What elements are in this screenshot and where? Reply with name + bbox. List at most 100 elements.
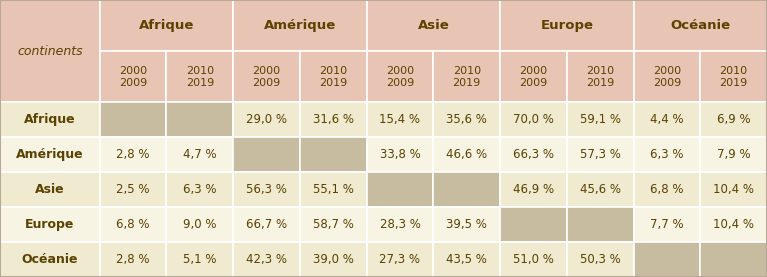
Text: Europe: Europe <box>25 218 74 231</box>
Bar <box>166 102 233 137</box>
Text: 2000
2009: 2000 2009 <box>119 66 147 88</box>
Bar <box>634 0 767 51</box>
Text: 6,3 %: 6,3 % <box>183 183 216 196</box>
Text: 66,7 %: 66,7 % <box>246 218 287 231</box>
Bar <box>100 102 166 137</box>
Bar <box>500 207 567 242</box>
Bar <box>567 172 634 207</box>
Bar <box>567 207 634 242</box>
Bar <box>100 0 233 51</box>
Text: 46,6 %: 46,6 % <box>446 148 487 161</box>
Bar <box>500 172 567 207</box>
Text: Amérique: Amérique <box>16 148 84 161</box>
Text: 7,7 %: 7,7 % <box>650 218 683 231</box>
Bar <box>500 137 567 172</box>
Bar <box>433 137 500 172</box>
Text: 2010
2019: 2010 2019 <box>319 66 347 88</box>
Text: 2000
2009: 2000 2009 <box>653 66 681 88</box>
Text: 6,9 %: 6,9 % <box>717 114 750 126</box>
Bar <box>700 207 767 242</box>
Text: Asie: Asie <box>417 19 449 32</box>
Bar <box>367 207 433 242</box>
Text: 33,8 %: 33,8 % <box>380 148 420 161</box>
Text: 2,5 %: 2,5 % <box>117 183 150 196</box>
Text: continents: continents <box>17 45 83 58</box>
Text: 2000
2009: 2000 2009 <box>252 66 281 88</box>
Bar <box>233 51 300 102</box>
Text: 4,7 %: 4,7 % <box>183 148 216 161</box>
Text: 2010
2019: 2010 2019 <box>719 66 748 88</box>
Text: Amérique: Amérique <box>264 19 336 32</box>
Text: 50,3 %: 50,3 % <box>580 253 621 266</box>
Text: 42,3 %: 42,3 % <box>246 253 287 266</box>
Text: Afrique: Afrique <box>24 114 76 126</box>
Bar <box>300 137 367 172</box>
Bar <box>700 242 767 277</box>
Bar <box>100 172 166 207</box>
Bar <box>166 172 233 207</box>
Bar <box>300 172 367 207</box>
Bar <box>500 242 567 277</box>
Text: 31,6 %: 31,6 % <box>313 114 354 126</box>
Text: 39,5 %: 39,5 % <box>446 218 487 231</box>
Bar <box>500 51 567 102</box>
Text: 56,3 %: 56,3 % <box>246 183 287 196</box>
Text: Afrique: Afrique <box>139 19 194 32</box>
Text: 70,0 %: 70,0 % <box>513 114 554 126</box>
Bar <box>233 172 300 207</box>
Bar <box>567 51 634 102</box>
Bar <box>567 242 634 277</box>
Bar <box>367 51 433 102</box>
Bar <box>100 207 166 242</box>
Bar <box>634 207 700 242</box>
Text: Europe: Europe <box>540 19 594 32</box>
Bar <box>433 172 500 207</box>
Bar <box>300 51 367 102</box>
Bar <box>0 0 100 102</box>
Text: 15,4 %: 15,4 % <box>380 114 420 126</box>
Bar <box>367 102 433 137</box>
Text: 39,0 %: 39,0 % <box>313 253 354 266</box>
Text: 4,4 %: 4,4 % <box>650 114 683 126</box>
Bar <box>700 172 767 207</box>
Bar <box>367 137 433 172</box>
Bar <box>567 102 634 137</box>
Text: 43,5 %: 43,5 % <box>446 253 487 266</box>
Text: 35,6 %: 35,6 % <box>446 114 487 126</box>
Bar <box>367 242 433 277</box>
Text: 29,0 %: 29,0 % <box>246 114 287 126</box>
Text: 28,3 %: 28,3 % <box>380 218 420 231</box>
Text: 27,3 %: 27,3 % <box>380 253 420 266</box>
Bar <box>634 172 700 207</box>
Bar <box>634 102 700 137</box>
Bar <box>100 51 166 102</box>
Text: 66,3 %: 66,3 % <box>513 148 554 161</box>
Bar <box>634 51 700 102</box>
Text: 2010
2019: 2010 2019 <box>586 66 614 88</box>
Bar <box>0 172 100 207</box>
Text: 10,4 %: 10,4 % <box>713 183 754 196</box>
Bar <box>433 207 500 242</box>
Bar <box>300 102 367 137</box>
Text: Asie: Asie <box>35 183 64 196</box>
Bar <box>233 0 367 51</box>
Bar <box>433 102 500 137</box>
Text: Océanie: Océanie <box>670 19 730 32</box>
Bar <box>700 137 767 172</box>
Text: 6,8 %: 6,8 % <box>117 218 150 231</box>
Bar <box>634 242 700 277</box>
Text: 2000
2009: 2000 2009 <box>386 66 414 88</box>
Text: 9,0 %: 9,0 % <box>183 218 216 231</box>
Bar <box>100 242 166 277</box>
Text: 45,6 %: 45,6 % <box>580 183 621 196</box>
Bar <box>433 242 500 277</box>
Text: 2010
2019: 2010 2019 <box>186 66 214 88</box>
Text: 55,1 %: 55,1 % <box>313 183 354 196</box>
Bar <box>233 207 300 242</box>
Bar <box>100 137 166 172</box>
Text: 10,4 %: 10,4 % <box>713 218 754 231</box>
Text: 7,9 %: 7,9 % <box>717 148 750 161</box>
Text: 2000
2009: 2000 2009 <box>519 66 548 88</box>
Bar <box>0 137 100 172</box>
Bar <box>367 0 500 51</box>
